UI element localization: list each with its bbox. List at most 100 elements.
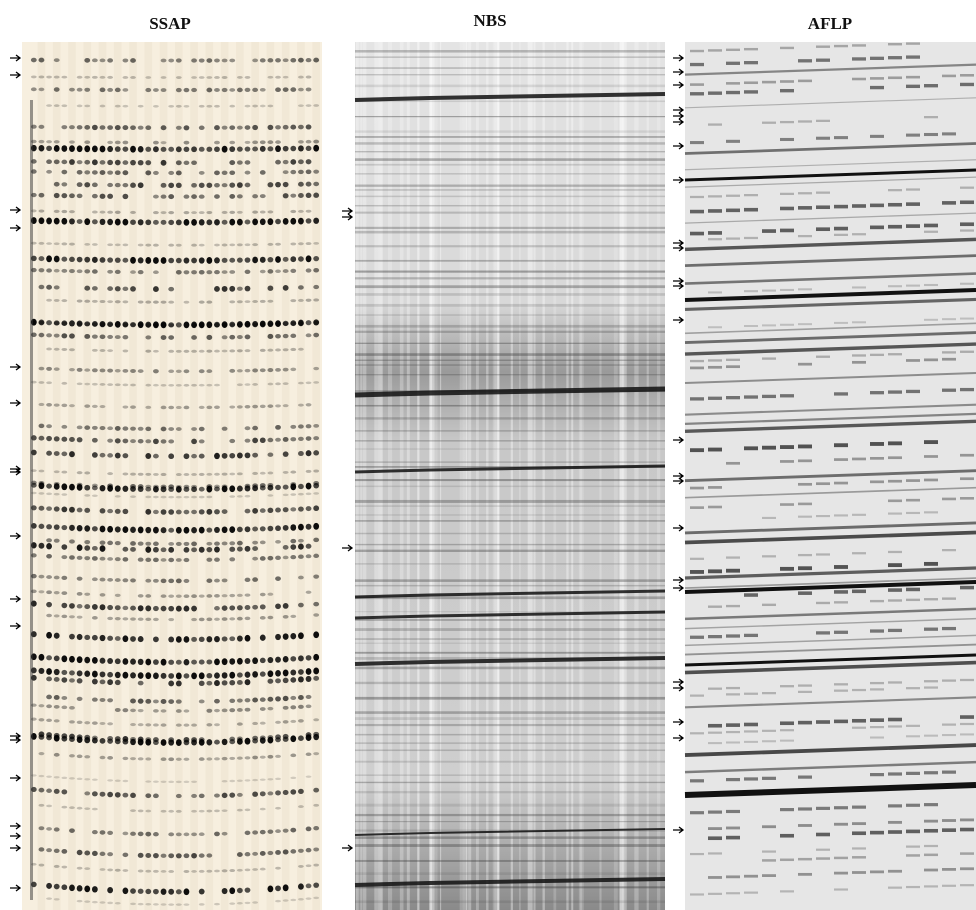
band-segment <box>690 893 704 896</box>
band-dot <box>107 671 114 678</box>
band-segment <box>852 354 866 357</box>
band-dot <box>282 669 289 677</box>
band-dot <box>145 541 152 546</box>
band-segment <box>690 635 704 639</box>
streak <box>439 42 442 910</box>
band-dot <box>229 270 236 274</box>
band-dot <box>259 58 266 63</box>
band-dot <box>290 554 297 560</box>
band-dot <box>76 160 83 165</box>
streak <box>406 42 410 910</box>
band-dot <box>175 369 182 373</box>
panel-title: AFLP <box>808 14 852 33</box>
band-dot <box>214 269 220 275</box>
band-dot <box>38 542 45 549</box>
band-dot <box>53 140 60 144</box>
band-dot <box>130 541 136 546</box>
band-dot <box>275 145 281 153</box>
band-dot <box>305 506 312 512</box>
band-dot <box>282 145 289 152</box>
streak <box>475 42 479 910</box>
band-dot <box>91 850 98 857</box>
band-dot <box>214 546 220 553</box>
band-segment <box>762 776 776 780</box>
band-segment <box>888 886 902 889</box>
band-segment <box>708 123 722 126</box>
band-segment <box>906 854 920 857</box>
band-dot <box>229 708 236 713</box>
band-dot <box>252 425 259 431</box>
band-dot <box>84 525 91 532</box>
band-segment <box>870 870 884 874</box>
band-dot <box>76 320 83 327</box>
band-dot <box>153 257 159 264</box>
band-dot <box>99 540 106 545</box>
band-segment <box>744 446 758 451</box>
band-dot <box>290 124 297 130</box>
band <box>355 74 665 76</box>
band-segment <box>834 514 848 517</box>
band-dot <box>267 484 274 491</box>
band-segment <box>942 74 956 78</box>
band-dot <box>153 219 159 225</box>
band-dot <box>53 614 60 618</box>
band <box>684 566 976 580</box>
band-dot <box>305 242 312 246</box>
band-dot <box>122 658 129 665</box>
band-dot <box>76 437 83 443</box>
band-dot <box>313 847 320 852</box>
band-dot <box>282 451 289 457</box>
band-dot <box>229 792 236 798</box>
band-dot <box>107 140 114 145</box>
band <box>355 364 665 366</box>
band-dot <box>84 850 91 856</box>
streak <box>429 42 433 910</box>
band-dot <box>153 453 159 459</box>
band-dot <box>122 368 129 373</box>
band-segment <box>852 688 866 692</box>
band-dot <box>290 544 297 550</box>
streak <box>486 42 489 910</box>
band-dot <box>91 494 98 498</box>
band-dot <box>168 739 175 746</box>
band-dot <box>244 383 251 386</box>
band-dot <box>183 87 190 93</box>
band-dot <box>214 125 220 131</box>
band-dot <box>267 75 274 79</box>
band-dot <box>160 888 167 895</box>
band-dot <box>168 210 175 215</box>
band-dot <box>114 159 121 166</box>
band <box>355 56 665 58</box>
band-dot <box>305 469 312 473</box>
band-dot <box>183 594 190 598</box>
band-dot <box>244 75 251 79</box>
band-dot <box>191 76 197 79</box>
band-dot <box>267 678 274 684</box>
band-dot <box>160 58 167 63</box>
band-dot <box>259 867 266 871</box>
band-dot <box>191 243 197 247</box>
band-dot <box>168 903 175 906</box>
band-dot <box>69 436 75 443</box>
band-dot <box>206 809 213 813</box>
band-dot <box>61 695 68 700</box>
band-dot <box>145 546 152 553</box>
band-dot <box>53 255 60 263</box>
band-dot <box>290 524 297 531</box>
band-dot <box>107 779 114 782</box>
band-dot <box>221 349 228 353</box>
band-dot <box>282 437 289 442</box>
band <box>355 230 665 234</box>
band-dot <box>191 160 197 166</box>
band <box>684 580 976 594</box>
band-dot <box>61 544 68 550</box>
band-dot <box>69 678 75 683</box>
band-dot <box>313 482 320 489</box>
streak <box>430 42 435 910</box>
band-dot <box>191 218 197 226</box>
band <box>355 115 665 118</box>
band <box>355 270 665 273</box>
band-segment <box>924 627 938 631</box>
band-dot <box>76 604 83 609</box>
band-dot <box>91 210 98 214</box>
